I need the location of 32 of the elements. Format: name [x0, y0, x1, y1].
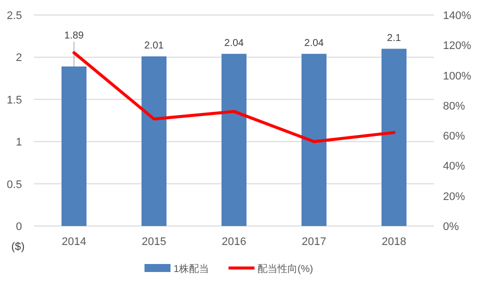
y2-tick-label: 80% [443, 100, 466, 112]
y-tick-label: 2.5 [6, 10, 22, 22]
bar [62, 66, 86, 226]
y-tick-label: 2 [16, 52, 22, 64]
x-tick-label: 2018 [382, 236, 406, 248]
data-label: 1.89 [64, 30, 84, 42]
x-tick-label: 2015 [142, 236, 166, 248]
y-tick-label: 0 [16, 221, 22, 233]
y2-tick-label: 40% [443, 160, 466, 173]
data-label: 2.01 [144, 40, 164, 52]
x-tick-label: 2017 [302, 236, 326, 248]
bar [142, 56, 166, 226]
bar [382, 48, 406, 226]
x-tick-label: 2014 [62, 236, 86, 248]
bar [222, 54, 246, 226]
y2-tick-label: 60% [443, 130, 466, 143]
x-tick-label: 2016 [222, 236, 246, 248]
y2-tick-label: 140% [443, 10, 472, 22]
legend-label: 配当性向(%) [258, 263, 314, 275]
y-tick-label: 0.5 [6, 178, 22, 191]
legend-label: 1株配当 [174, 263, 210, 275]
y2-tick-label: 0% [443, 221, 460, 233]
y-tick-label: 1 [16, 136, 22, 149]
y2-tick-label: 100% [443, 70, 472, 82]
bar [302, 54, 326, 226]
data-label: 2.1 [387, 32, 402, 44]
data-label: 2.04 [224, 38, 244, 49]
data-label: 2.04 [304, 38, 324, 49]
y-tick-label: 1.5 [6, 94, 22, 106]
y2-tick-label: 20% [443, 190, 466, 203]
y-axis-title: ($) [11, 241, 25, 253]
y2-tick-label: 120% [443, 40, 472, 52]
